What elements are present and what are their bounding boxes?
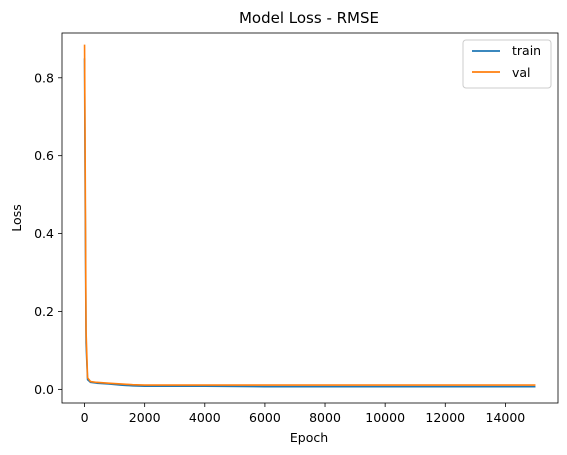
series-line-val [83, 44, 536, 386]
y-tick-label: 0.2 [34, 304, 54, 319]
x-axis-ticks: 0 2000 4000 6000 8000 10000 12000 14000 [81, 403, 526, 425]
legend: train val [462, 39, 552, 89]
y-tick-label: 0.4 [34, 226, 54, 241]
x-tick-label: 10000 [365, 410, 405, 425]
x-tick-label: 4000 [189, 410, 221, 425]
x-tick-label: 12000 [425, 410, 465, 425]
y-axis-ticks: 0.0 0.2 0.4 0.6 0.8 [34, 70, 62, 397]
x-tick-label: 8000 [309, 410, 341, 425]
chart-title: Model Loss - RMSE [239, 9, 379, 27]
y-axis-label: Loss [9, 204, 24, 231]
legend-label-train: train [512, 43, 541, 58]
x-tick-label: 6000 [249, 410, 281, 425]
x-axis-label: Epoch [290, 430, 328, 445]
x-tick-label: 2000 [129, 410, 161, 425]
plot-area [62, 33, 558, 403]
y-tick-label: 0.8 [34, 70, 54, 85]
x-tick-label: 0 [81, 410, 89, 425]
series-layer [83, 44, 536, 388]
y-tick-label: 0.6 [34, 148, 54, 163]
plot-frame [61, 32, 559, 404]
legend-label-val: val [512, 65, 531, 80]
legend-box [462, 39, 552, 89]
x-tick-label: 14000 [486, 410, 526, 425]
y-tick-label: 0.0 [34, 382, 54, 397]
